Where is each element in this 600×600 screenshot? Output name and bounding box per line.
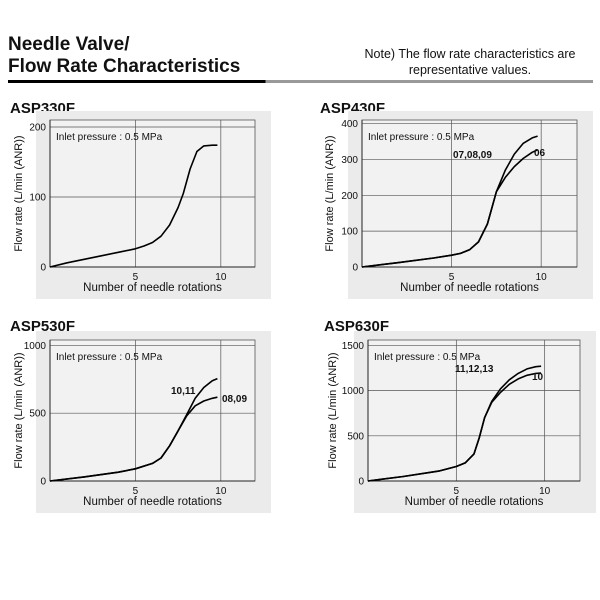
series-label: 10,11 — [171, 386, 196, 397]
series-line — [361, 149, 538, 268]
header-rule — [8, 80, 593, 83]
x-axis-label: Number of needle rotations — [83, 496, 222, 508]
series-line — [49, 396, 218, 482]
y-tick-label: 0 — [40, 477, 46, 488]
y-tick-label: 1500 — [342, 341, 365, 352]
x-axis-label: Number of needle rotations — [83, 282, 222, 294]
y-tick-label: 500 — [347, 431, 364, 442]
y-tick-label: 1000 — [342, 386, 365, 397]
series-line — [49, 144, 218, 268]
series-label: 07,08,09 — [453, 150, 492, 161]
note-line1: Note) The flow rate characteristics are — [364, 47, 576, 61]
chart-4: ASP630F 5 10 0 500 1000 1500 Number of needle r… — [324, 318, 596, 513]
y-axis-label: Flow rate (L/min (ANR)) — [13, 135, 25, 251]
series-label: 11,12,13 — [455, 364, 494, 375]
note-text: Note) The flow rate characteristics are … — [350, 46, 590, 78]
x-tick-label: 5 — [133, 272, 139, 283]
x-tick-label: 5 — [449, 272, 455, 283]
inlet-pressure-annotation: Inlet pressure : 0.5 MPa — [368, 132, 475, 143]
series-label: 10 — [532, 372, 544, 383]
y-tick-label: 200 — [341, 191, 358, 202]
y-tick-label: 100 — [29, 193, 46, 204]
chart-title: ASP630F — [324, 318, 389, 335]
chart-title: ASP530F — [10, 318, 75, 335]
y-tick-label: 0 — [40, 263, 46, 274]
y-axis-label: Flow rate (L/min (ANR)) — [327, 352, 339, 468]
y-tick-label: 200 — [29, 123, 46, 134]
series-line — [367, 372, 542, 482]
inlet-pressure-annotation: Inlet pressure : 0.5 MPa — [56, 132, 163, 143]
y-tick-label: 500 — [29, 409, 46, 420]
x-tick-label: 10 — [215, 272, 227, 283]
series-label: 08,09 — [222, 394, 247, 405]
page-title: Needle Valve/ Flow Rate Characteristics — [8, 34, 240, 78]
y-tick-label: 300 — [341, 155, 358, 166]
page-title-line2: Flow Rate Characteristics — [8, 56, 241, 77]
y-tick-label: 0 — [352, 263, 358, 274]
page-title-line1: Needle Valve/ — [8, 34, 130, 55]
x-tick-label: 10 — [536, 272, 548, 283]
chart-3: ASP530F 5 10 0 500 1000 Number of needle rotat… — [10, 318, 271, 513]
inlet-pressure-annotation: Inlet pressure : 0.5 MPa — [56, 352, 163, 363]
y-tick-label: 1000 — [24, 341, 47, 352]
note-line2: representative values. — [408, 63, 532, 77]
y-tick-label: 400 — [341, 119, 358, 130]
x-tick-label: 5 — [133, 486, 139, 497]
x-tick-label: 10 — [215, 486, 227, 497]
inlet-pressure-annotation: Inlet pressure : 0.5 MPa — [374, 352, 481, 363]
x-tick-label: 10 — [539, 486, 551, 497]
x-axis-label: Number of needle rotations — [400, 282, 539, 294]
series-label: 06 — [534, 148, 546, 159]
y-axis-label: Flow rate (L/min (ANR)) — [324, 135, 336, 251]
y-axis-label: Flow rate (L/min (ANR)) — [13, 352, 25, 468]
x-axis-label: Number of needle rotations — [405, 496, 544, 508]
x-tick-label: 5 — [454, 486, 460, 497]
y-tick-label: 100 — [341, 227, 358, 238]
y-tick-label: 0 — [358, 477, 364, 488]
